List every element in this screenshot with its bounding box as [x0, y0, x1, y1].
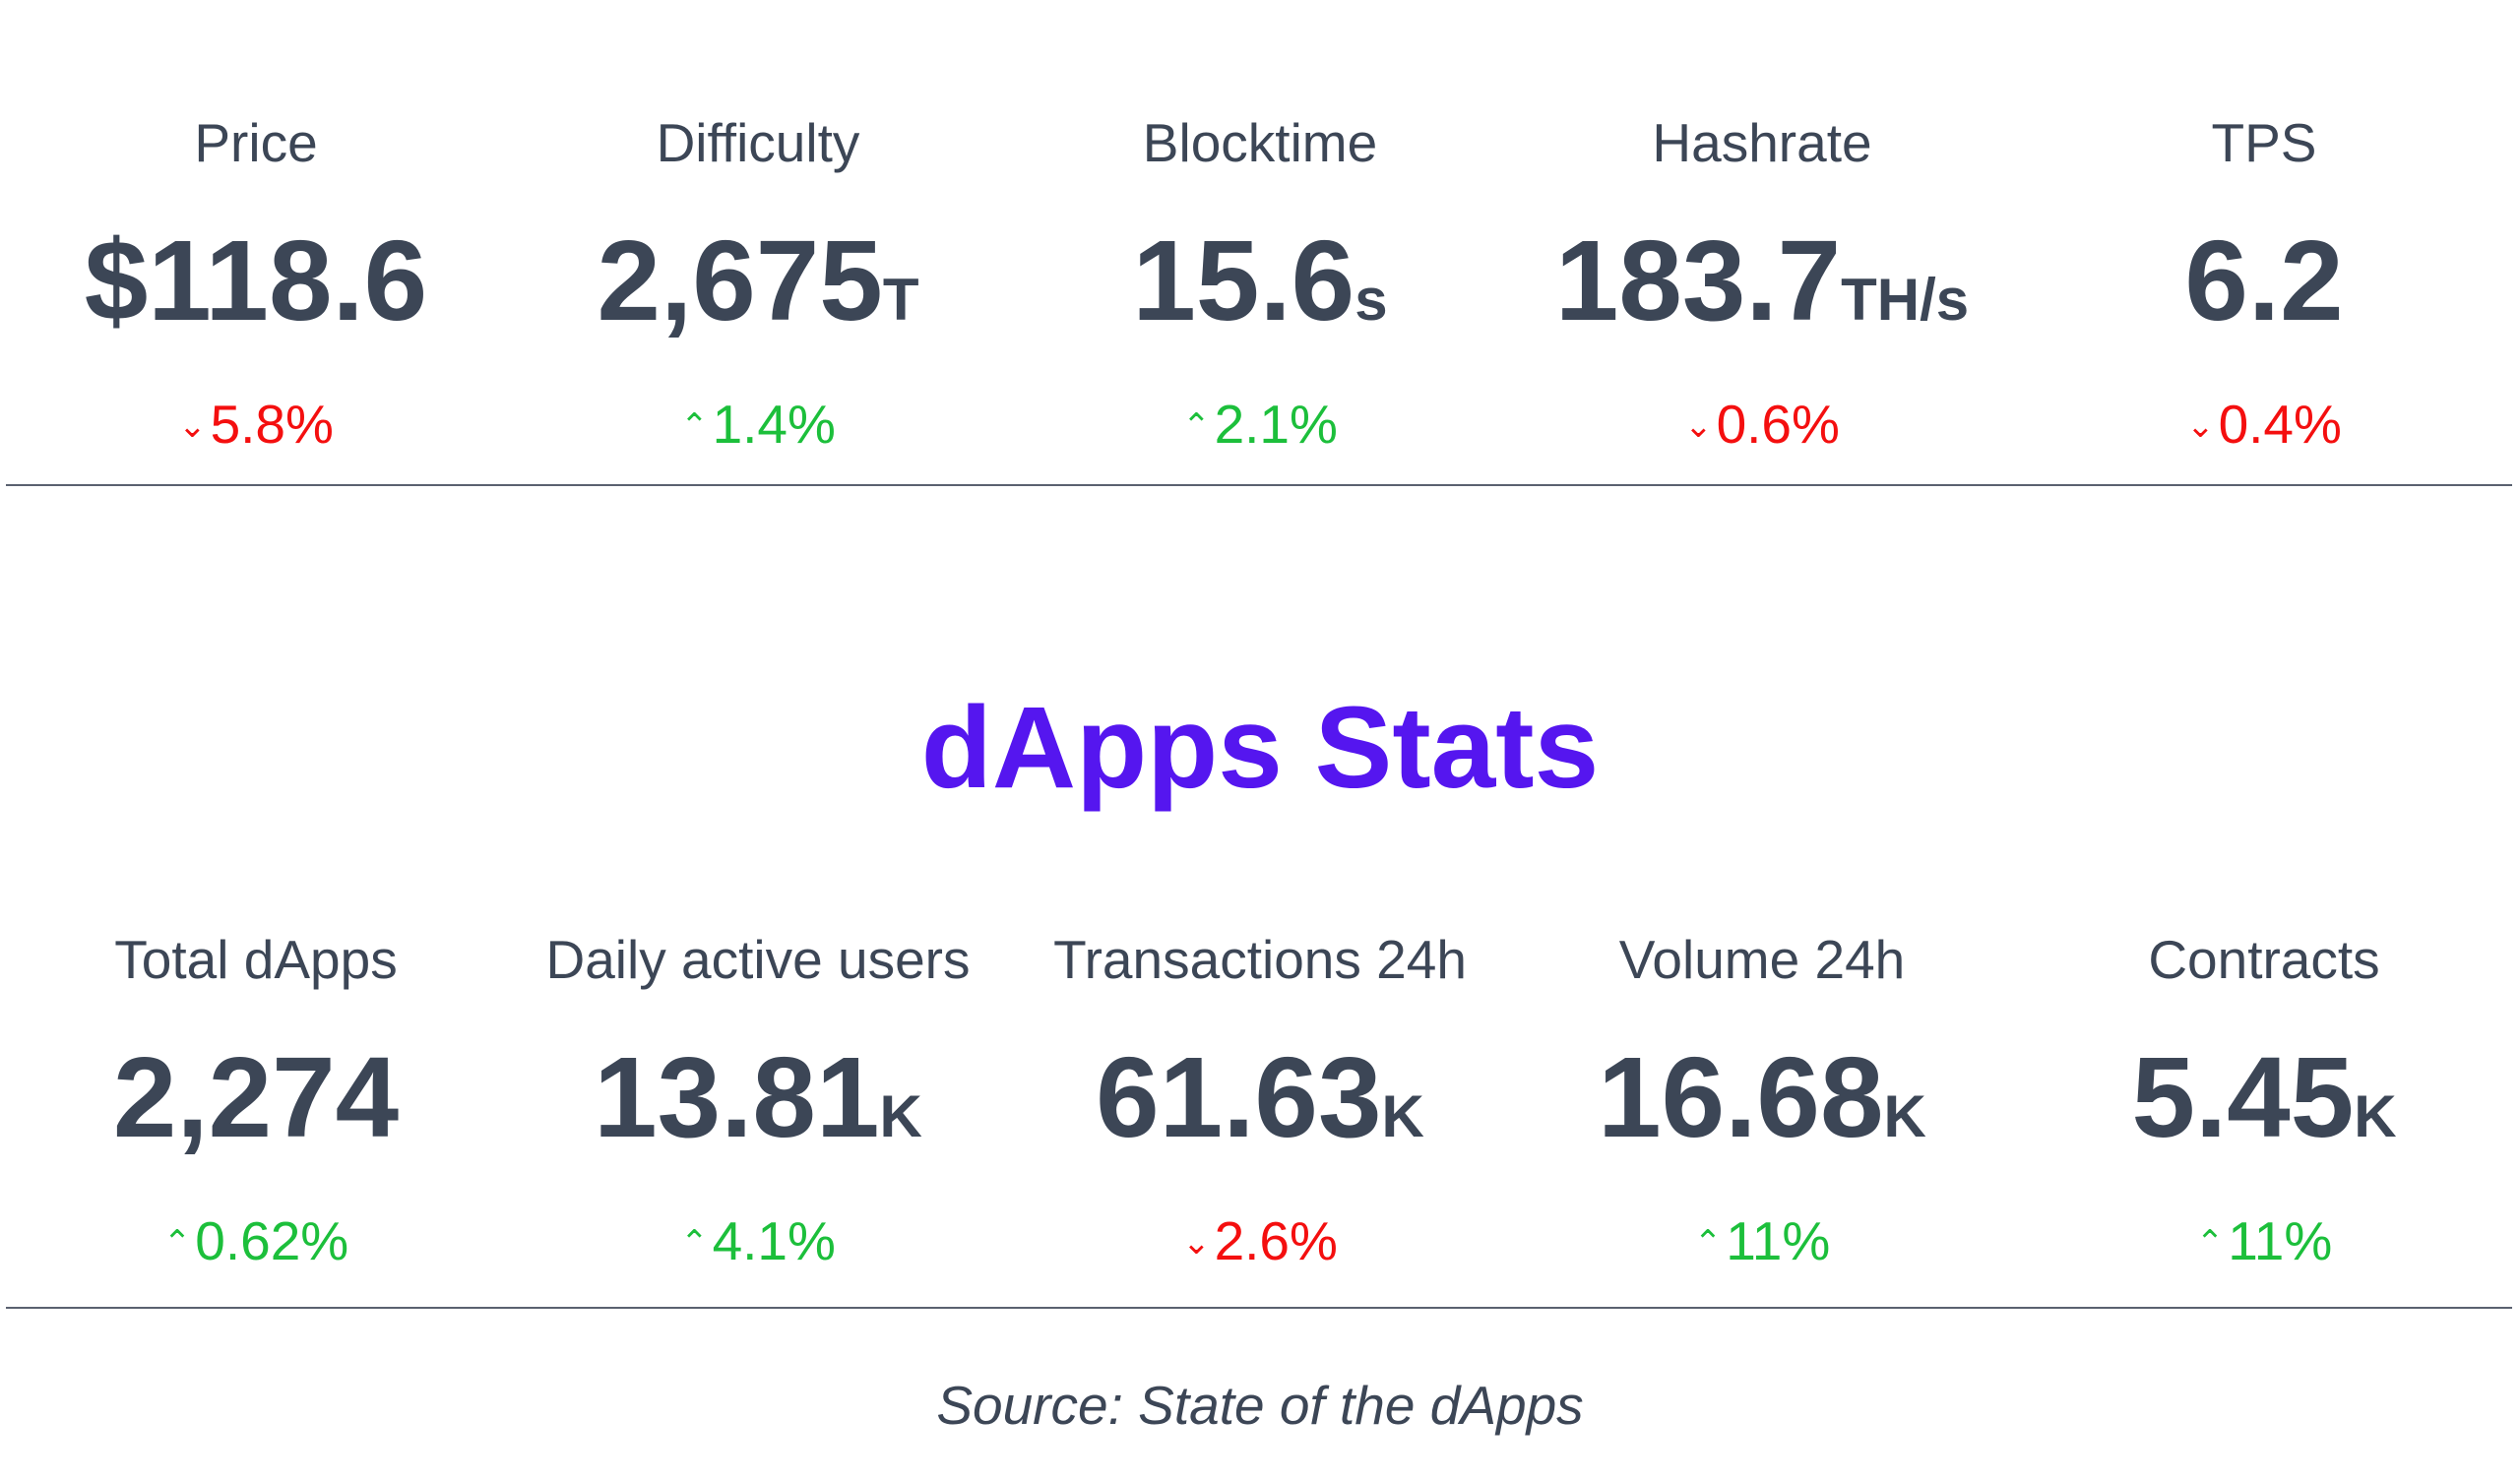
stat-label: TPS — [2211, 112, 2317, 173]
divider — [6, 484, 2512, 486]
stat-change: ⌄2.6% — [1004, 1208, 1516, 1275]
stat-label: Contracts — [2148, 929, 2380, 990]
stat-change: ⌃0.62% — [0, 1208, 512, 1275]
stat-change: ⌃11% — [1506, 1208, 2018, 1275]
stat-label: Difficulty — [656, 112, 860, 173]
source-note: Source: State of the dApps — [936, 1375, 1584, 1436]
stat-change: ⌄5.8% — [0, 392, 512, 459]
stat-value: 6.2 — [2184, 216, 2344, 344]
stat-label: Daily active users — [545, 929, 971, 990]
stat-unit: T — [882, 267, 919, 333]
chevron-up-icon: ⌃ — [1182, 407, 1211, 445]
network-stats-row: Price $118.6 ⌄5.8% Difficulty 2,675T ⌃1.… — [0, 0, 2520, 455]
stat-label: Blocktime — [1142, 112, 1378, 173]
section-title: dApps Stats — [920, 683, 1600, 813]
chevron-up-icon: ⌃ — [680, 407, 709, 445]
stat-value: 15.6s — [1132, 216, 1388, 344]
stat-value: $118.6 — [84, 216, 428, 344]
divider — [6, 1307, 2512, 1309]
stat-change: ⌄0.4% — [2008, 392, 2520, 459]
chevron-up-icon: ⌃ — [1693, 1224, 1723, 1262]
chevron-up-icon: ⌃ — [2195, 1224, 2225, 1262]
stat-label: Hashrate — [1652, 112, 1872, 173]
stat-unit: K — [879, 1083, 922, 1149]
stat-unit: K — [1381, 1083, 1424, 1149]
stat-unit: s — [1354, 267, 1388, 333]
stat-value: 61.63K — [1096, 1033, 1424, 1161]
stat-value: 16.68K — [1598, 1033, 1926, 1161]
stat-label: Transactions 24h — [1053, 929, 1467, 990]
chevron-down-icon: ⌄ — [178, 407, 207, 445]
chevron-up-icon: ⌃ — [680, 1224, 709, 1262]
stat-change: ⌃2.1% — [1004, 392, 1516, 459]
stat-change: ⌃4.1% — [502, 1208, 1014, 1275]
stat-label: Price — [194, 112, 318, 173]
stat-label: Total dApps — [114, 929, 398, 990]
stat-unit: TH/s — [1841, 267, 1970, 333]
stat-label: Volume 24h — [1618, 929, 1906, 990]
chevron-down-icon: ⌄ — [1182, 1224, 1211, 1262]
stat-value: 2,274 — [112, 1033, 400, 1161]
dapps-stats-row: Total dApps 2,274 ⌃0.62% Daily active us… — [0, 817, 2520, 1271]
stat-value: 183.7TH/s — [1554, 216, 1970, 344]
stat-value: 2,675T — [597, 216, 919, 344]
stat-change: ⌃11% — [2008, 1208, 2520, 1275]
stat-change: ⌃1.4% — [502, 392, 1014, 459]
stat-unit: K — [2354, 1083, 2397, 1149]
chevron-up-icon: ⌃ — [162, 1224, 192, 1262]
chevron-down-icon: ⌄ — [2186, 407, 2215, 445]
stat-unit: K — [1883, 1083, 1926, 1149]
stat-value: 5.45K — [2131, 1033, 2397, 1161]
stat-change: ⌄0.6% — [1506, 392, 2018, 459]
stat-value: 13.81K — [594, 1033, 922, 1161]
chevron-down-icon: ⌄ — [1684, 407, 1713, 445]
